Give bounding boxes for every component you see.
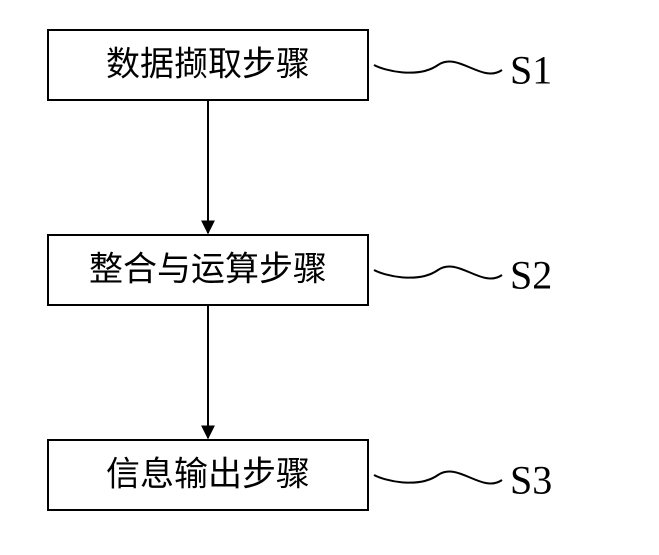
label-connector	[374, 61, 502, 73]
step-label: S2	[510, 253, 552, 298]
flow-node-label: 整合与运算步骤	[89, 251, 327, 289]
flow-node-label: 信息输出步骤	[106, 456, 310, 494]
flow-node: 数据撷取步骤	[48, 30, 368, 100]
label-connector	[374, 471, 502, 483]
flow-node-label: 数据撷取步骤	[106, 46, 310, 84]
step-label: S1	[510, 48, 552, 93]
label-connector	[374, 266, 502, 278]
flow-node: 整合与运算步骤	[48, 235, 368, 305]
step-label: S3	[510, 458, 552, 503]
flow-node: 信息输出步骤	[48, 440, 368, 510]
